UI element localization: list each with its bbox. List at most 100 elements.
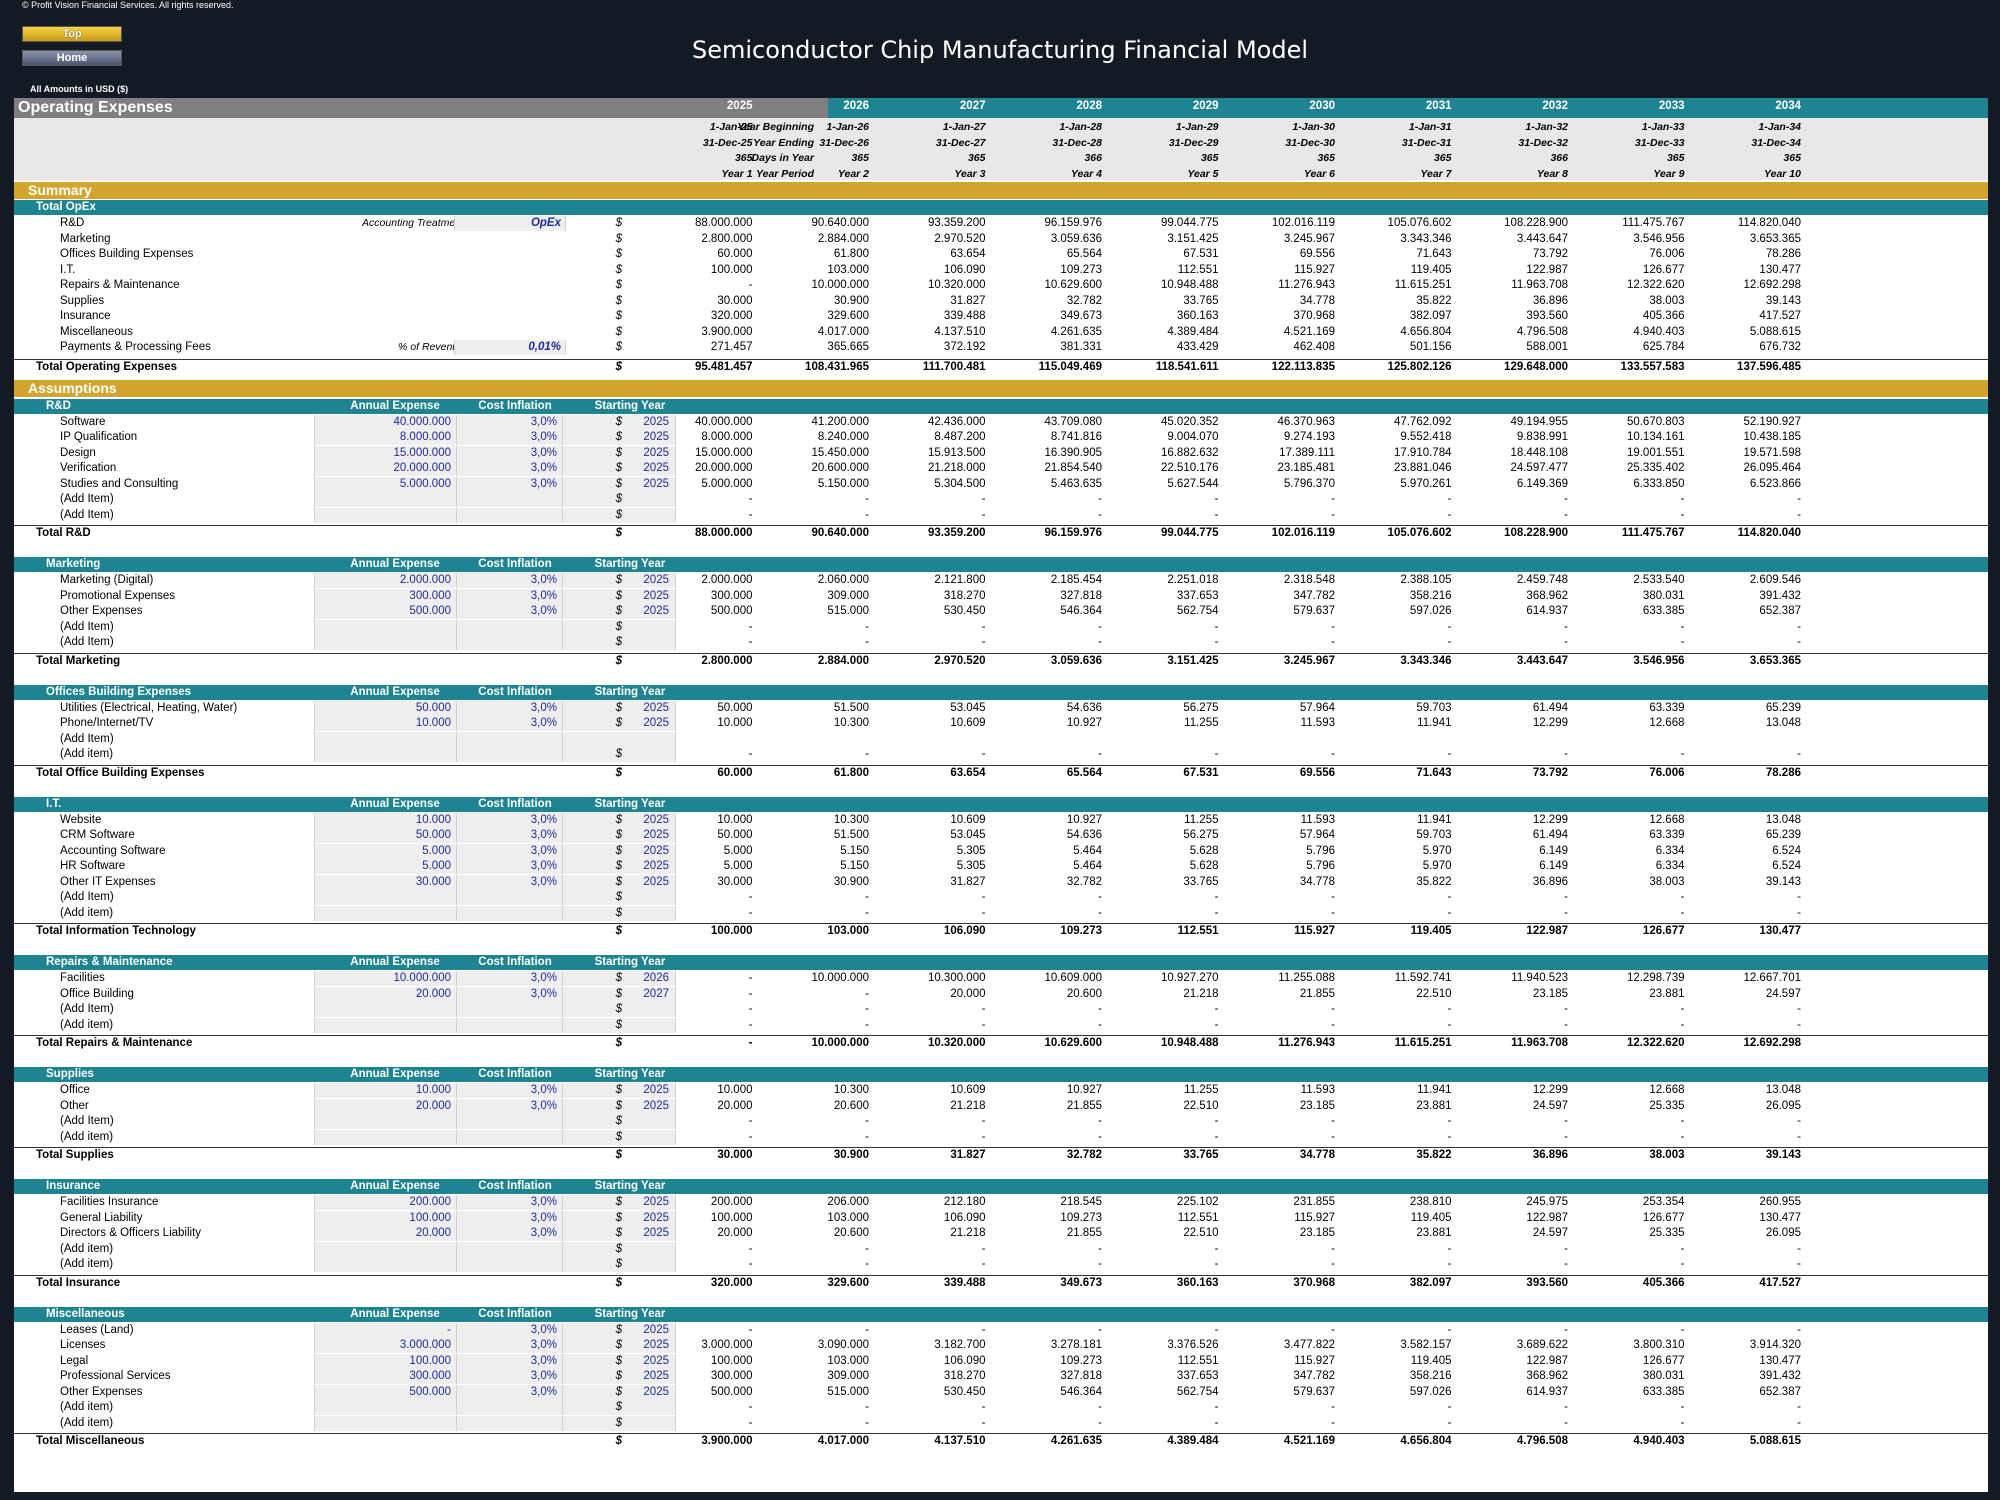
year-value-cell[interactable]: 12.299: [1532, 1084, 1568, 1096]
year-value-cell[interactable]: 546.364: [1060, 1385, 1102, 1398]
year-value-cell[interactable]: 16.882.632: [1160, 446, 1219, 459]
year-value-cell[interactable]: 18.448.108: [1510, 446, 1568, 459]
annual-expense-input[interactable]: [314, 1257, 458, 1272]
year-value-cell[interactable]: 56.275: [1183, 701, 1219, 714]
annual-expense-input[interactable]: [314, 1129, 458, 1145]
year-value-cell[interactable]: 5.628: [1189, 844, 1219, 857]
year-value-cell[interactable]: -: [1331, 1242, 1335, 1255]
year-value-cell[interactable]: -: [1797, 1115, 1801, 1127]
year-value-cell[interactable]: 23.185.481: [1277, 462, 1335, 474]
starting-year-input[interactable]: 2025: [562, 1210, 676, 1226]
year-value-cell[interactable]: 103.000: [827, 263, 869, 276]
year-value-cell[interactable]: 368.962: [1526, 1370, 1568, 1382]
year-value-cell[interactable]: 5.628: [1189, 860, 1219, 872]
summary-row-input[interactable]: 0,01%: [454, 340, 566, 355]
year-value-cell[interactable]: 76.006: [1649, 766, 1685, 779]
year-value-cell[interactable]: 41.200.000: [811, 415, 869, 428]
year-value-cell[interactable]: 6.149: [1539, 844, 1568, 857]
year-value-cell[interactable]: 99.044.775: [1160, 527, 1219, 539]
year-value-cell[interactable]: -: [1098, 493, 1102, 505]
annual-expense-input[interactable]: 500.000: [314, 604, 458, 619]
year-value-cell[interactable]: 2.970.520: [934, 232, 986, 245]
year-value-cell[interactable]: 3.900.000: [701, 1435, 753, 1447]
year-value-cell[interactable]: -: [1098, 636, 1102, 648]
year-value-cell[interactable]: -: [865, 1323, 869, 1336]
year-value-cell[interactable]: 4.521.169: [1283, 1435, 1335, 1447]
year-value-cell[interactable]: 6.524: [1772, 844, 1801, 857]
year-value-cell[interactable]: 20.600: [833, 1099, 869, 1112]
year-value-cell[interactable]: 3.151.425: [1167, 654, 1219, 667]
year-value-cell[interactable]: 309.000: [827, 1370, 869, 1382]
year-value-cell[interactable]: 31.827: [950, 1149, 986, 1161]
year-value-cell[interactable]: -: [1214, 1003, 1219, 1015]
year-value-cell[interactable]: 12.322.620: [1626, 279, 1685, 291]
year-value-cell[interactable]: 231.855: [1293, 1196, 1335, 1208]
annual-expense-input[interactable]: 10.000: [314, 716, 458, 731]
year-value-cell[interactable]: -: [1214, 1130, 1219, 1143]
year-value-cell[interactable]: -: [865, 1258, 869, 1270]
starting-year-input[interactable]: 2025: [562, 1226, 676, 1241]
year-value-cell[interactable]: 3.000.000: [701, 1339, 753, 1351]
year-value-cell[interactable]: 67.531: [1183, 766, 1219, 779]
year-value-cell[interactable]: 10.609: [950, 717, 986, 729]
year-value-cell[interactable]: 106.090: [943, 263, 986, 276]
annual-expense-input[interactable]: 20.000: [314, 986, 458, 1002]
year-value-cell[interactable]: 10.300.000: [927, 972, 986, 984]
year-value-cell[interactable]: 10.000: [717, 1084, 753, 1096]
year-value-cell[interactable]: -: [1797, 1416, 1801, 1429]
year-value-cell[interactable]: 105.076.602: [1387, 527, 1452, 539]
year-value-cell[interactable]: 122.113.835: [1271, 360, 1335, 373]
cost-inflation-input[interactable]: 3,0%: [456, 1098, 564, 1114]
annual-expense-input[interactable]: 5.000: [314, 843, 458, 859]
year-value-cell[interactable]: -: [981, 906, 986, 919]
starting-year-input[interactable]: 2025: [562, 843, 676, 859]
year-value-cell[interactable]: 38.003: [1649, 294, 1685, 307]
starting-year-input[interactable]: [562, 1017, 676, 1033]
cost-inflation-input[interactable]: 3,0%: [456, 1353, 564, 1369]
starting-year-input[interactable]: [562, 507, 676, 523]
year-value-cell[interactable]: 23.185: [1299, 1099, 1335, 1112]
starting-year-input[interactable]: [562, 747, 676, 762]
year-value-cell[interactable]: -: [865, 1130, 869, 1143]
annual-expense-input[interactable]: 15.000.000: [314, 445, 458, 461]
year-value-cell[interactable]: -: [981, 1401, 986, 1413]
year-value-cell[interactable]: 515.000: [827, 605, 869, 617]
year-value-cell[interactable]: 130.477: [1759, 1211, 1801, 1224]
year-value-cell[interactable]: 3.443.647: [1516, 654, 1568, 667]
year-value-cell[interactable]: 21.218.000: [927, 462, 986, 474]
year-value-cell[interactable]: 23.881: [1416, 1099, 1452, 1112]
year-value-cell[interactable]: 51.500: [833, 701, 869, 714]
year-value-cell[interactable]: -: [1098, 1018, 1102, 1031]
year-value-cell[interactable]: -: [1680, 620, 1685, 633]
year-value-cell[interactable]: 61.494: [1532, 701, 1568, 714]
annual-expense-input[interactable]: [314, 905, 458, 921]
year-value-cell[interactable]: 20.000: [717, 1227, 753, 1239]
year-value-cell[interactable]: 318.270: [943, 1370, 986, 1382]
annual-expense-input[interactable]: 300.000: [314, 1369, 458, 1384]
cost-inflation-input[interactable]: 3,0%: [456, 573, 564, 588]
year-value-cell[interactable]: -: [865, 1416, 869, 1429]
year-value-cell[interactable]: 59.703: [1416, 829, 1452, 841]
year-value-cell[interactable]: 12.692.298: [1743, 1037, 1801, 1049]
year-value-cell[interactable]: 12.667.701: [1743, 972, 1801, 984]
year-value-cell[interactable]: 53.045: [950, 701, 986, 714]
year-value-cell[interactable]: 20.000: [950, 987, 986, 1000]
year-value-cell[interactable]: 30.000: [717, 875, 753, 888]
year-value-cell[interactable]: 11.255.088: [1278, 972, 1335, 984]
cost-inflation-input[interactable]: [456, 1257, 564, 1272]
annual-expense-input[interactable]: 200.000: [314, 1195, 458, 1210]
year-value-cell[interactable]: 271.457: [710, 341, 753, 353]
year-value-cell[interactable]: -: [1797, 1258, 1801, 1270]
year-value-cell[interactable]: 327.818: [1060, 589, 1102, 602]
year-value-cell[interactable]: 2.884.000: [817, 654, 869, 667]
year-value-cell[interactable]: 5.970: [1422, 844, 1452, 857]
year-value-cell[interactable]: 20.600.000: [811, 462, 869, 474]
year-value-cell[interactable]: 10.000: [717, 717, 753, 729]
year-value-cell[interactable]: 20.600: [833, 1227, 869, 1239]
annual-expense-input[interactable]: [314, 1415, 458, 1431]
year-value-cell[interactable]: 10.300: [833, 1084, 869, 1096]
year-value-cell[interactable]: -: [1797, 906, 1801, 919]
year-value-cell[interactable]: -: [1447, 1003, 1452, 1015]
year-value-cell[interactable]: -: [1564, 1130, 1568, 1143]
year-value-cell[interactable]: 19.001.551: [1626, 446, 1685, 459]
